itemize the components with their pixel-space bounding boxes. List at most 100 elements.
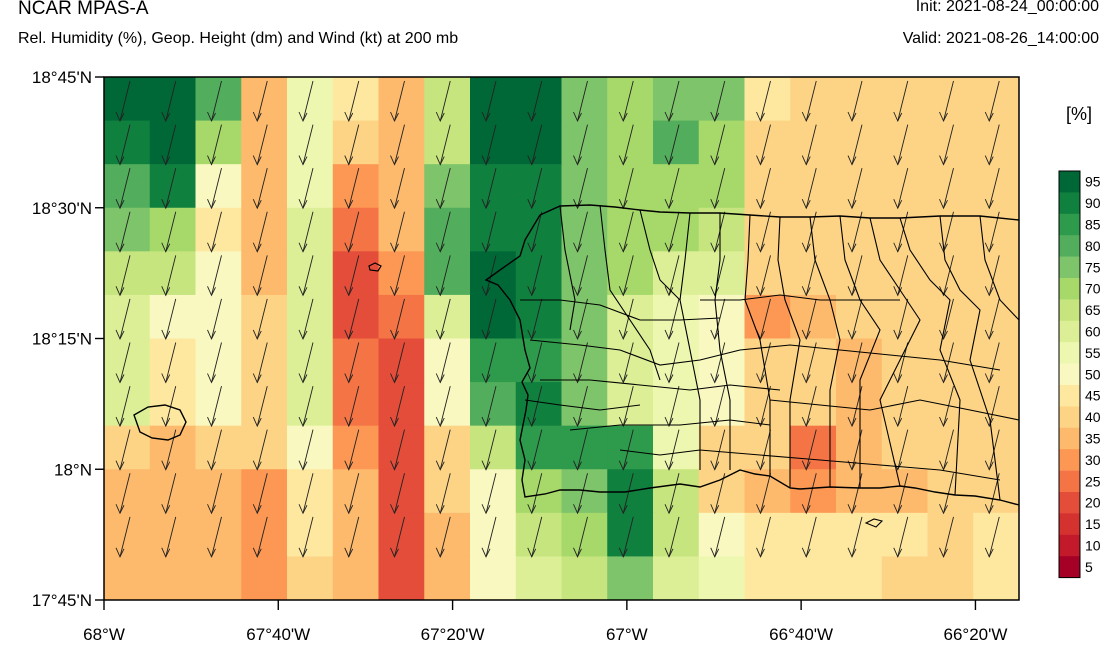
wind-arrow-head bbox=[481, 416, 491, 428]
humidity-cell bbox=[973, 77, 1019, 122]
wind-arrow-head bbox=[390, 111, 399, 123]
wind-arrow bbox=[577, 429, 588, 470]
humidity-cell bbox=[744, 294, 791, 340]
humidity-cell bbox=[698, 469, 746, 514]
wind-arrow bbox=[805, 124, 817, 165]
wind-arrow bbox=[165, 516, 177, 557]
wind-arrow bbox=[394, 429, 405, 470]
wind-arrow-head bbox=[435, 460, 445, 471]
humidity-cell bbox=[424, 294, 471, 340]
humidity-cell bbox=[744, 556, 791, 600]
wind-arrow-head bbox=[161, 547, 171, 558]
humidity-cell bbox=[973, 120, 1019, 165]
wind-arrow-head bbox=[664, 155, 674, 166]
wind-arrow-head bbox=[390, 155, 399, 166]
humidity-cell bbox=[881, 382, 929, 427]
humidity-cell bbox=[195, 425, 242, 470]
wind-arrow-head bbox=[435, 155, 445, 166]
colorbar-swatch bbox=[1059, 427, 1080, 450]
wind-arrow bbox=[897, 516, 909, 557]
wind-arrow bbox=[897, 385, 909, 427]
wind-arrow bbox=[577, 298, 588, 340]
wind-arrow-head bbox=[115, 504, 125, 515]
humidity-cell bbox=[698, 425, 746, 470]
wind-arrow-head bbox=[984, 504, 994, 515]
wind-arrow-head bbox=[939, 373, 948, 384]
wind-arrow bbox=[805, 255, 817, 296]
humidity-cell bbox=[287, 164, 334, 209]
wind-arrow bbox=[988, 385, 1000, 427]
humidity-cell bbox=[424, 512, 471, 558]
colorbar-label: 70 bbox=[1085, 281, 1101, 297]
wind-arrow-head bbox=[984, 373, 994, 384]
wind-arrow-head bbox=[710, 242, 720, 253]
humidity-cell bbox=[973, 251, 1019, 296]
lon-tick-label: 67°W bbox=[606, 625, 648, 644]
wind-arrow bbox=[760, 255, 771, 296]
wind-arrow-head bbox=[527, 373, 537, 384]
wind-arrow bbox=[256, 298, 268, 340]
wind-arrow-head bbox=[390, 373, 399, 384]
humidity-cell bbox=[881, 469, 929, 514]
humidity-cell bbox=[790, 425, 837, 470]
wind-arrow-head bbox=[618, 155, 628, 166]
humidity-cell bbox=[607, 77, 654, 122]
wind-arrow-head bbox=[573, 198, 582, 210]
wind-arrow-head bbox=[664, 242, 674, 253]
wind-arrow bbox=[348, 429, 360, 470]
wind-arrow-head bbox=[939, 111, 948, 123]
humidity-cell bbox=[104, 77, 151, 122]
wind-arrow bbox=[531, 80, 543, 122]
humidity-cell bbox=[424, 207, 471, 252]
wind-arrow-head bbox=[664, 416, 674, 428]
wind-arrow-head bbox=[344, 198, 354, 210]
wind-arrow-head bbox=[344, 504, 354, 515]
colorbar-label: 30 bbox=[1085, 452, 1101, 468]
wind-arrow-head bbox=[618, 242, 628, 253]
wind-arrow bbox=[943, 429, 954, 470]
wind-arrow-head bbox=[984, 460, 994, 471]
humidity-cell bbox=[744, 382, 791, 427]
wind-arrow-head bbox=[481, 460, 491, 471]
humidity-cell bbox=[836, 512, 883, 558]
wind-arrow-head bbox=[573, 155, 582, 166]
wind-arrow bbox=[714, 298, 726, 340]
wind-arrow bbox=[577, 473, 588, 514]
humidity-cell bbox=[561, 556, 608, 600]
colorbar-label: 40 bbox=[1085, 409, 1101, 425]
wind-arrow-head bbox=[801, 416, 811, 428]
wind-arrow bbox=[485, 124, 497, 165]
wind-arrow-head bbox=[847, 242, 857, 253]
humidity-cell bbox=[836, 556, 883, 600]
wind-arrow bbox=[714, 168, 726, 209]
wind-arrow bbox=[211, 385, 222, 427]
wind-arrow-head bbox=[481, 242, 491, 253]
wind-arrow-head bbox=[710, 329, 720, 340]
humidity-cell bbox=[332, 338, 380, 383]
wind-arrow bbox=[805, 516, 817, 557]
wind-arrow-head bbox=[939, 155, 948, 166]
wind-arrow-head bbox=[252, 111, 262, 123]
wind-arrow bbox=[531, 255, 543, 296]
humidity-cell bbox=[881, 512, 929, 558]
humidity-cell bbox=[836, 338, 883, 383]
coastlines bbox=[133, 204, 1019, 528]
wind-arrow bbox=[348, 516, 360, 557]
wind-arrow bbox=[760, 80, 771, 122]
colorbar: 95 90 85 80 75 70 65 60 55 50 45 40 35 30 25 20 15 10 5 bbox=[1058, 170, 1101, 579]
colorbar-swatch bbox=[1059, 299, 1080, 322]
wind-arrow-head bbox=[939, 286, 948, 297]
wind-arrow-head bbox=[710, 460, 720, 471]
wind-arrow bbox=[256, 342, 268, 383]
wind-arrow bbox=[394, 516, 405, 557]
wind-arrow-head bbox=[390, 242, 399, 253]
wind-arrow bbox=[485, 473, 497, 514]
wind-arrow-head bbox=[390, 286, 399, 297]
humidity-cell bbox=[378, 164, 425, 209]
humidity-cell bbox=[607, 382, 654, 427]
wind-arrow bbox=[165, 124, 177, 165]
humidity-cell bbox=[927, 77, 974, 122]
wind-arrow bbox=[577, 385, 588, 427]
wind-arrow-head bbox=[527, 504, 537, 515]
humidity-cell bbox=[515, 251, 563, 296]
